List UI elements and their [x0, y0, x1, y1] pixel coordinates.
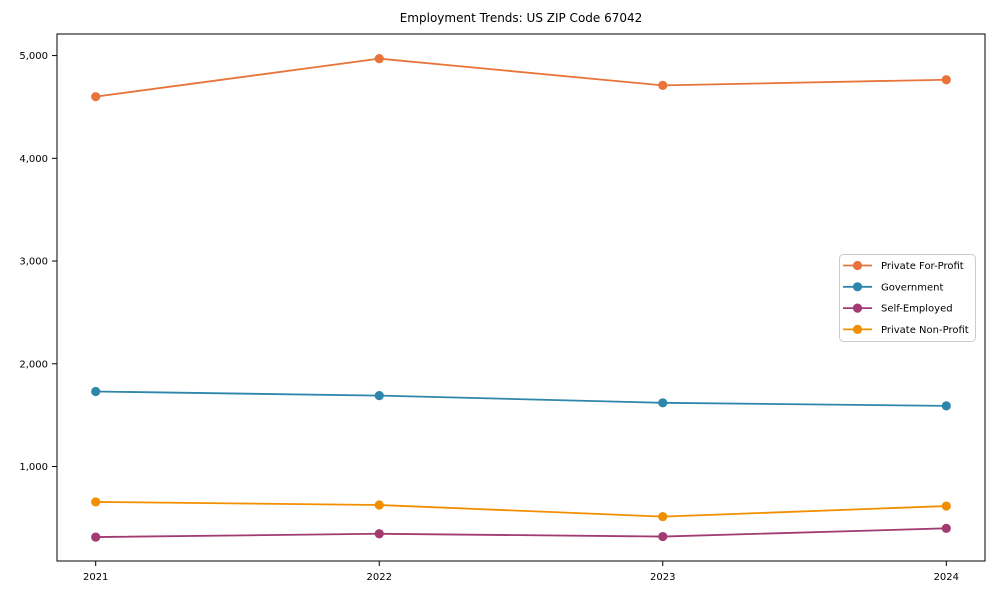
series-line-government [95, 390, 947, 407]
y-tick-label: 2,000 [19, 359, 48, 370]
series-marker-private-for-profit [91, 92, 101, 102]
series-marker-self-employed [941, 523, 951, 533]
series-marker-government [91, 386, 101, 397]
series-marker-self-employed [658, 531, 668, 542]
series-marker-government [658, 398, 668, 408]
series-marker-private-non-profit [91, 497, 101, 507]
legend-marker-private-non-profit [852, 324, 863, 334]
legend-label-self-employed: Self-Employed [881, 304, 953, 315]
y-tick-label: 3,000 [19, 257, 48, 268]
series-marker-self-employed [91, 532, 101, 542]
series-marker-self-employed [374, 529, 384, 539]
x-tick-label: 2023 [650, 572, 675, 583]
legend-label-private-non-profit: Private Non-Profit [881, 325, 969, 336]
series-line-self-employed [95, 527, 947, 538]
series-marker-private-non-profit [374, 500, 384, 510]
series-marker-private-non-profit [941, 501, 951, 511]
chart-title: Employment Trends: US ZIP Code 67042 [399, 11, 643, 25]
series-marker-private-for-profit [658, 80, 668, 90]
legend-label-private-for-profit: Private For-Profit [881, 261, 964, 272]
legend-marker-self-employed [852, 303, 863, 313]
series-line-private-for-profit [95, 57, 947, 98]
legend-marker-government [852, 282, 863, 292]
x-tick-label: 2024 [934, 572, 959, 583]
series-marker-private-for-profit [374, 54, 384, 64]
legend-marker-private-for-profit [852, 260, 863, 271]
series-marker-government [941, 401, 951, 411]
y-tick-label: 1,000 [19, 462, 48, 473]
series-marker-government [374, 391, 384, 401]
series-line-private-non-profit [95, 501, 947, 518]
x-tick-label: 2022 [367, 572, 392, 583]
plot-frame [56, 33, 986, 562]
legend-label-government: Government [881, 282, 943, 293]
series-marker-private-non-profit [658, 512, 668, 522]
x-tick-label: 2021 [83, 572, 108, 583]
series-marker-private-for-profit [941, 75, 951, 85]
y-tick-label: 5,000 [19, 51, 48, 62]
y-tick-label: 4,000 [19, 154, 48, 165]
legend-box [839, 254, 976, 342]
